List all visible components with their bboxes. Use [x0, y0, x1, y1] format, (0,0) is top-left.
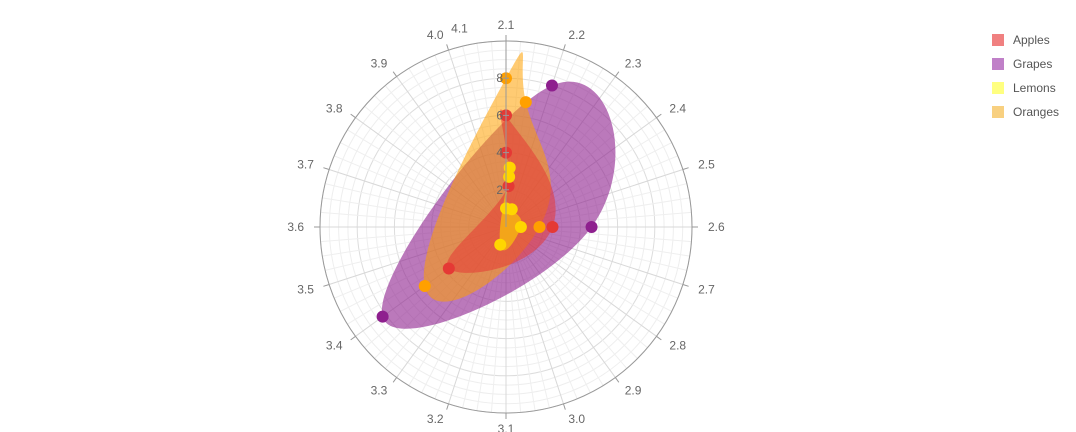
radial-tick-label: 8	[496, 71, 503, 85]
angle-tick	[323, 167, 330, 170]
angle-tick	[614, 71, 620, 77]
data-point-lemons	[505, 203, 518, 216]
data-point-grapes	[376, 310, 389, 323]
data-point-lemons	[503, 161, 516, 174]
series-markers	[376, 72, 598, 323]
angle-tick-label: 3.5	[297, 282, 314, 296]
chart-legend: Apples Grapes Lemons Oranges	[992, 28, 1059, 124]
angle-tick	[323, 284, 330, 287]
angle-tick-label: 2.3	[625, 57, 642, 71]
angle-tick	[446, 44, 449, 51]
data-point-apples	[546, 221, 559, 233]
angle-tick	[563, 403, 566, 410]
angle-tick	[350, 335, 356, 341]
angle-tick-label: 3.3	[371, 383, 388, 397]
angle-tick	[350, 113, 356, 119]
data-point-apples	[442, 262, 455, 275]
legend-item-lemons[interactable]: Lemons	[992, 76, 1059, 100]
legend-swatch-grapes	[992, 58, 1004, 70]
legend-label-grapes: Grapes	[1013, 57, 1053, 71]
angle-tick-label: 2.8	[669, 339, 686, 353]
angle-tick	[682, 167, 689, 170]
legend-item-oranges[interactable]: Oranges	[992, 100, 1059, 124]
data-point-grapes	[585, 221, 598, 233]
angle-tick-label: 2.5	[698, 158, 715, 172]
angle-tick-label: 2.7	[698, 282, 715, 296]
series-areas	[381, 52, 616, 329]
data-point-lemons	[494, 238, 507, 251]
angle-tick-label: 3.6	[287, 220, 304, 234]
legend-swatch-lemons	[992, 82, 1004, 94]
angle-tick-label: 2.2	[568, 28, 585, 42]
angle-tick	[563, 44, 566, 51]
angle-tick-label: 3.0	[568, 412, 585, 426]
angle-tick	[446, 403, 449, 410]
legend-swatch-apples	[992, 34, 1004, 46]
angle-tick-label: 3.7	[297, 158, 314, 172]
data-point-oranges	[533, 221, 546, 233]
legend-swatch-oranges	[992, 106, 1004, 118]
legend-label-oranges: Oranges	[1013, 105, 1060, 119]
radial-tick-label: 2	[496, 183, 503, 197]
angle-tick-label: 4.1	[451, 22, 468, 36]
angle-tick-label: 3.1	[498, 422, 515, 432]
angle-tick	[614, 377, 620, 383]
legend-label-lemons: Lemons	[1013, 81, 1056, 95]
angle-tick-label: 2.4	[669, 101, 686, 115]
angle-tick-label: 2.6	[708, 220, 725, 234]
radial-tick-label: 4	[496, 146, 503, 160]
angle-tick-label: 3.9	[371, 57, 388, 71]
series-area-apples	[447, 109, 556, 273]
legend-label-apples: Apples	[1013, 33, 1050, 47]
angle-tick-label: 4.0	[427, 28, 444, 42]
legend-item-grapes[interactable]: Grapes	[992, 52, 1059, 76]
angle-tick	[392, 71, 398, 77]
data-point-oranges	[519, 96, 532, 109]
legend-item-apples[interactable]: Apples	[992, 28, 1059, 52]
data-point-lemons	[514, 221, 527, 233]
angle-tick-label: 2.1	[498, 18, 515, 32]
data-point-grapes	[545, 79, 558, 92]
polar-axis: 2.1 2.2 2.3 2.4 2.5 2.6 2.7 2.8 2.9 3.0 3.1 3.2 3.3 3…	[287, 18, 725, 432]
angle-tick-label: 2.9	[625, 383, 642, 397]
angle-tick-label: 3.4	[326, 339, 343, 353]
data-point-lemons	[503, 170, 516, 183]
angle-tick	[656, 335, 662, 341]
angle-tick	[682, 284, 689, 287]
angle-tick	[656, 113, 662, 119]
radial-tick-label: 6	[496, 108, 503, 122]
angle-tick-label: 3.2	[427, 412, 444, 426]
data-point-oranges	[418, 280, 431, 293]
angle-tick	[392, 377, 398, 383]
angle-tick-label: 3.8	[326, 101, 343, 115]
